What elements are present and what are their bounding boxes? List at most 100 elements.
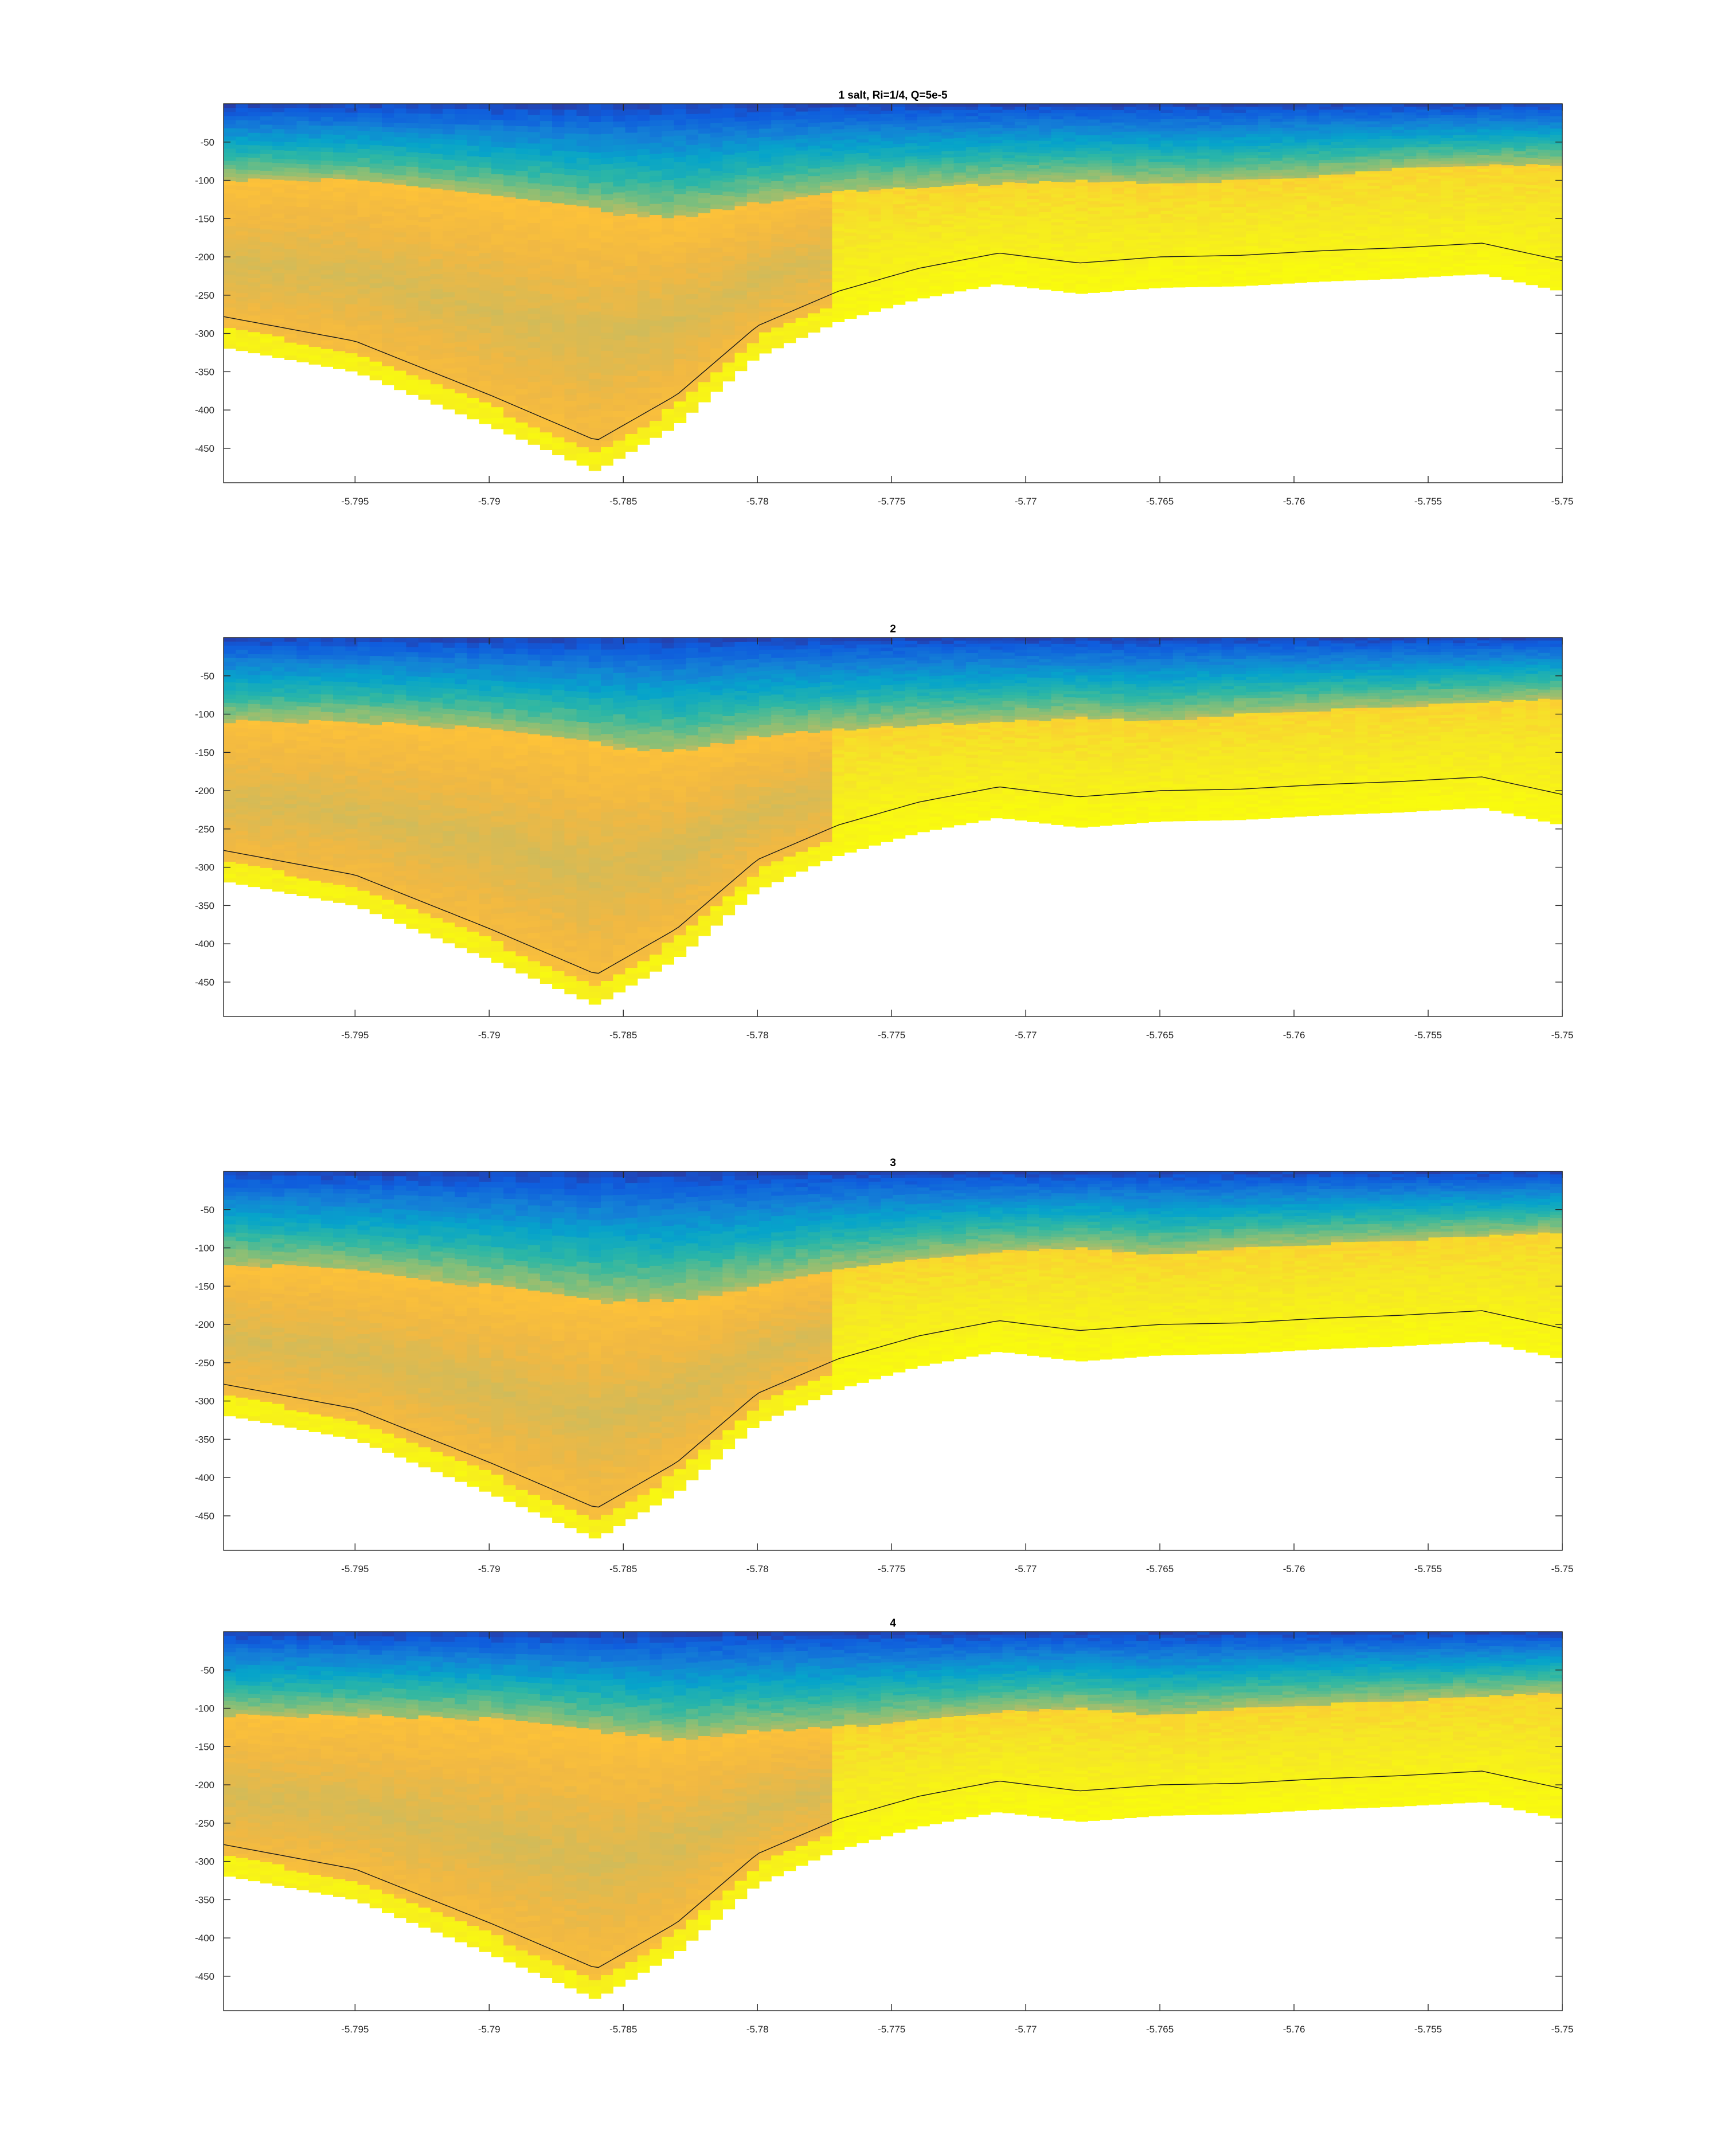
heatmap-cell: [455, 249, 467, 255]
heatmap-cell: [1051, 135, 1064, 138]
heatmap-cell: [394, 308, 406, 314]
heatmap-cell: [929, 107, 942, 111]
heatmap-cell: [1051, 163, 1064, 166]
heatmap-cell: [455, 244, 467, 249]
heatmap-cell: [1209, 238, 1222, 241]
heatmap-cell: [1112, 123, 1125, 126]
heatmap-cell: [394, 271, 406, 276]
heatmap-cell: [954, 107, 967, 110]
heatmap-cell: [601, 411, 613, 417]
heatmap-cell: [1161, 211, 1174, 214]
heatmap-cell: [1064, 280, 1076, 283]
heatmap-cell: [674, 274, 686, 280]
heatmap-cell: [358, 240, 370, 245]
heatmap-cell: [248, 183, 261, 187]
heatmap-cell: [1124, 212, 1137, 216]
heatmap-cell: [978, 159, 991, 162]
heatmap-cell: [820, 320, 832, 324]
heatmap-cell: [686, 212, 699, 217]
heatmap-cell: [1124, 147, 1137, 151]
heatmap-cell: [686, 258, 699, 264]
heatmap-cell: [869, 214, 881, 218]
heatmap-cell: [577, 104, 589, 110]
heatmap-cell: [333, 157, 346, 161]
heatmap-cell: [1222, 262, 1234, 265]
heatmap-cell: [929, 292, 942, 296]
heatmap-cell: [309, 208, 322, 213]
heatmap-cell: [1076, 132, 1088, 136]
heatmap-cell: [1015, 162, 1027, 165]
heatmap-cell: [893, 144, 906, 147]
heatmap-cell: [1173, 272, 1186, 275]
heatmap-cell: [455, 202, 467, 208]
heatmap-cell: [431, 169, 443, 174]
heatmap-cell: [832, 191, 844, 195]
heatmap-cell: [528, 223, 541, 229]
heatmap-cell: [309, 264, 322, 269]
heatmap-cell: [1112, 244, 1125, 248]
heatmap-cell: [1148, 138, 1161, 141]
heatmap-cell: [722, 233, 735, 239]
heatmap-cell: [674, 354, 686, 359]
heatmap-cell: [528, 342, 541, 349]
heatmap-cell: [479, 413, 492, 419]
heatmap-cell: [431, 334, 443, 339]
heatmap-cell: [759, 287, 772, 291]
heatmap-cell: [674, 333, 686, 338]
heatmap-cell: [1222, 216, 1234, 220]
heatmap-cell: [1100, 188, 1112, 191]
heatmap-cell: [358, 158, 370, 163]
heatmap-cell: [564, 211, 577, 217]
heatmap-cell: [503, 412, 516, 418]
heatmap-cell: [1051, 188, 1064, 191]
heatmap-cell: [832, 296, 844, 300]
heatmap-cell: [1027, 202, 1039, 205]
heatmap-cell: [638, 217, 650, 224]
heatmap-cell: [260, 263, 273, 268]
heatmap-cell: [589, 428, 601, 434]
heatmap-cell: [1173, 122, 1186, 126]
heatmap-cell: [1136, 233, 1149, 237]
heatmap-cell: [406, 201, 419, 206]
heatmap-cell: [893, 154, 906, 158]
heatmap-cell: [564, 181, 577, 187]
heatmap-cell: [747, 125, 760, 130]
heatmap-cell: [1161, 150, 1174, 153]
heatmap-cell: [613, 452, 625, 459]
heatmap-cell: [1148, 267, 1161, 270]
heatmap-cell: [698, 183, 711, 189]
heatmap-cell: [747, 155, 760, 160]
heatmap-cell: [1064, 176, 1076, 179]
heatmap-cell: [857, 139, 869, 143]
heatmap-cell: [589, 177, 601, 183]
heatmap-cell: [1136, 243, 1149, 246]
heatmap-cell: [564, 389, 577, 395]
heatmap-cell: [321, 170, 334, 174]
heatmap-cell: [905, 288, 918, 291]
heatmap-cell: [1039, 197, 1051, 200]
heatmap-cell: [771, 226, 784, 230]
heatmap-cell: [296, 302, 309, 306]
heatmap-cell: [564, 347, 577, 354]
heatmap-cell: [1173, 104, 1186, 107]
heatmap-cell: [1064, 170, 1076, 173]
heatmap-cell: [893, 151, 906, 154]
heatmap-cell: [528, 286, 541, 292]
heatmap-cell: [1076, 275, 1088, 278]
heatmap-cell: [577, 441, 589, 448]
heatmap-cell: [382, 104, 394, 109]
heatmap-cell: [455, 217, 467, 223]
heatmap-cell: [1064, 132, 1076, 135]
heatmap-cell: [309, 195, 322, 200]
heatmap-cell: [857, 132, 869, 136]
heatmap-cell: [296, 134, 309, 139]
heatmap-cell: [1185, 110, 1198, 114]
heatmap-cell: [467, 225, 480, 230]
heatmap-cell: [722, 150, 735, 155]
heatmap-cell: [309, 143, 322, 147]
heatmap-cell: [1051, 116, 1064, 120]
heatmap-cell: [613, 316, 625, 323]
heatmap-cell: [759, 349, 772, 354]
heatmap-cell: [552, 233, 565, 239]
heatmap-cell: [893, 117, 906, 120]
